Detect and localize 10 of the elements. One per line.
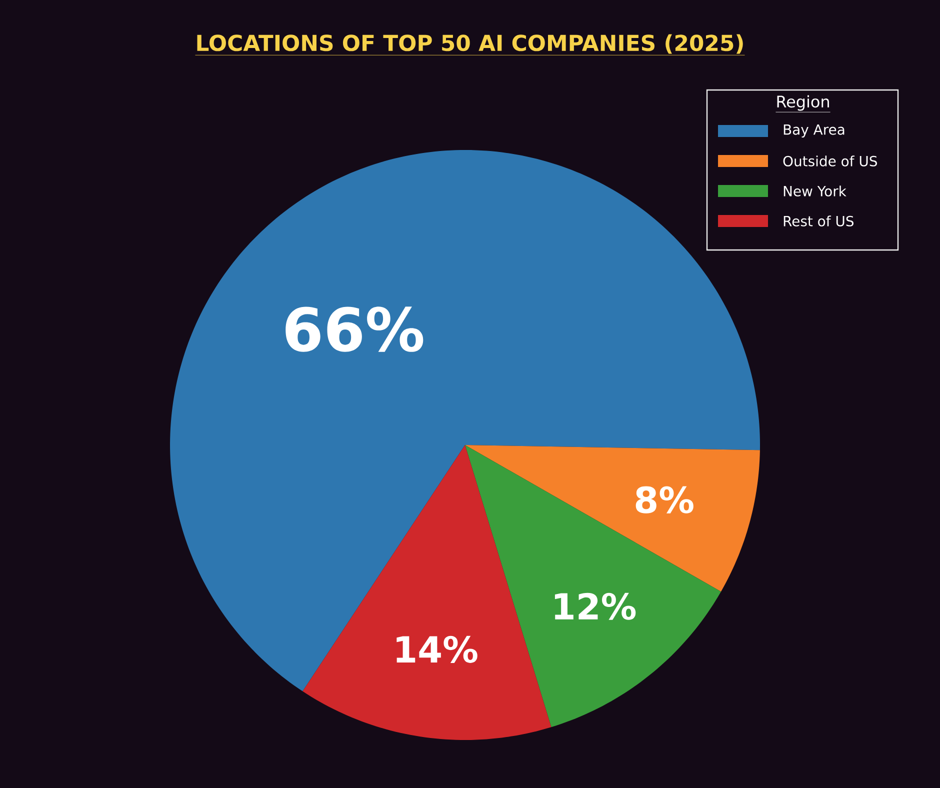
legend-label: Rest of US bbox=[784, 216, 854, 226]
data-label: 8% bbox=[636, 486, 694, 514]
legend-label: New York bbox=[784, 186, 846, 196]
chart-title: LOCATIONS OF TOP 50 AI COMPANIES (2025) bbox=[197, 34, 743, 54]
legend-title: Region bbox=[777, 95, 829, 111]
legend-label: Outside of US bbox=[783, 156, 877, 166]
data-label: 66% bbox=[286, 306, 424, 352]
legend-label: Bay Area bbox=[784, 124, 844, 138]
data-label: 12% bbox=[554, 592, 636, 620]
data-label: 14% bbox=[396, 636, 478, 663]
